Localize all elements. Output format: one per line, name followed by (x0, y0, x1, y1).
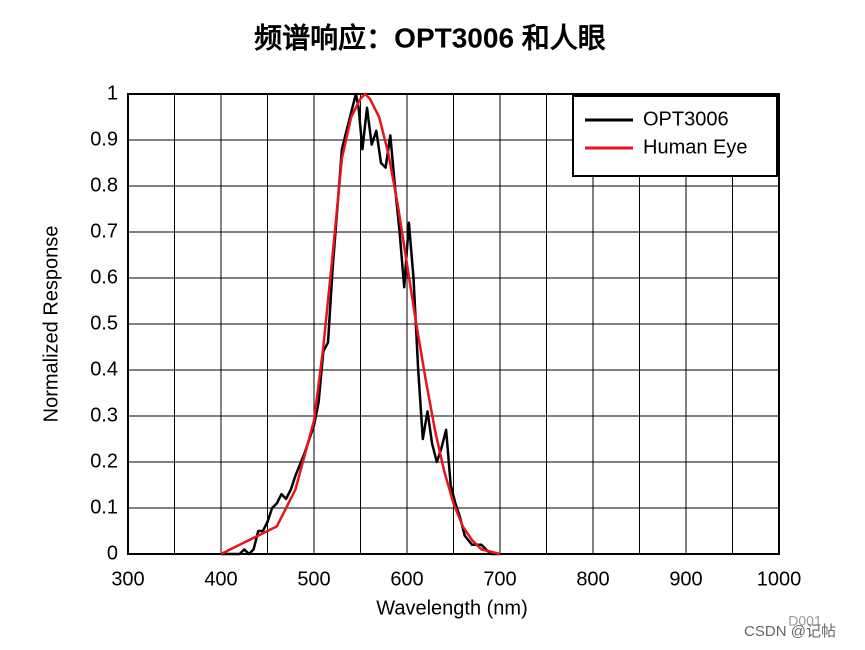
legend-box (572, 95, 778, 177)
x-tick-label: 500 (297, 568, 330, 590)
plot-frame (127, 93, 780, 555)
chart-title: 频谱响应：OPT3006 和人眼 (254, 21, 606, 53)
y-tick-label: 0.2 (90, 450, 118, 472)
legend-label: Human Eye (643, 136, 748, 158)
x-tick-label: 400 (204, 568, 237, 590)
y-tick-label: 0.4 (90, 358, 118, 380)
y-tick-label: 0.3 (90, 404, 118, 426)
x-tick-label: 300 (111, 568, 144, 590)
x-tick-label: 700 (483, 568, 516, 590)
annotation: D001 (788, 613, 822, 629)
x-tick-label: 600 (390, 568, 423, 590)
watermark: CSDN @记帖 (744, 623, 836, 640)
y-tick-label: 0.9 (90, 128, 118, 150)
data-line (221, 92, 500, 556)
y-tick-label: 0.5 (90, 312, 118, 334)
y-tick-label: 0.6 (90, 266, 118, 288)
x-tick-label: 800 (576, 568, 609, 590)
data-line (220, 92, 501, 556)
y-tick-label: 0.7 (90, 220, 118, 242)
y-tick-label: 1 (107, 82, 118, 104)
x-tick-label: 1000 (757, 568, 802, 590)
y-tick-label: 0 (107, 542, 118, 564)
legend-label: OPT3006 (643, 108, 729, 130)
x-axis-label: Wavelength (nm) (376, 597, 528, 619)
y-tick-label: 0.1 (90, 496, 118, 518)
y-axis-label: Normalized Response (40, 226, 62, 423)
x-tick-label: 900 (669, 568, 702, 590)
y-tick-label: 0.8 (90, 174, 118, 196)
